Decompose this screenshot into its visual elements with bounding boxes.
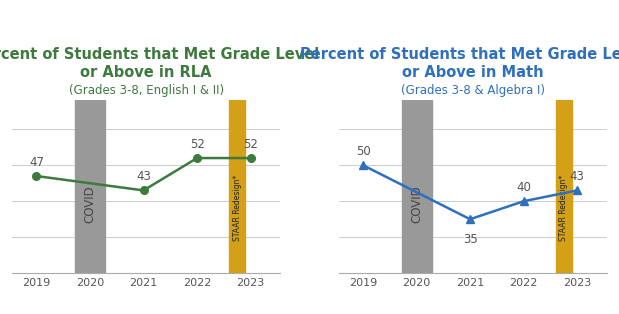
Text: COVID: COVID bbox=[410, 185, 423, 223]
Text: 40: 40 bbox=[516, 181, 531, 194]
Text: Percent of Students that Met Grade Level: Percent of Students that Met Grade Level bbox=[300, 47, 619, 62]
Text: or Above in RLA: or Above in RLA bbox=[80, 65, 212, 80]
Bar bbox=[229, 100, 245, 273]
Text: 52: 52 bbox=[189, 138, 204, 151]
Text: Percent of Students that Met Grade Level: Percent of Students that Met Grade Level bbox=[0, 47, 319, 62]
Text: (Grades 3-8, English I & II): (Grades 3-8, English I & II) bbox=[69, 84, 224, 97]
Text: 35: 35 bbox=[463, 233, 477, 246]
Text: 43: 43 bbox=[136, 171, 151, 183]
Text: COVID: COVID bbox=[84, 185, 97, 223]
Text: 50: 50 bbox=[356, 145, 370, 158]
Text: STAAR Redesign*: STAAR Redesign* bbox=[560, 175, 568, 241]
Text: 52: 52 bbox=[243, 138, 258, 151]
Text: STAAR Redesign*: STAAR Redesign* bbox=[233, 175, 242, 241]
Text: 43: 43 bbox=[569, 171, 584, 183]
Text: or Above in Math: or Above in Math bbox=[402, 65, 543, 80]
Bar bbox=[75, 100, 105, 273]
Text: 47: 47 bbox=[29, 156, 44, 169]
Bar bbox=[556, 100, 572, 273]
Bar bbox=[402, 100, 431, 273]
Text: (Grades 3-8 & Algebra I): (Grades 3-8 & Algebra I) bbox=[400, 84, 545, 97]
